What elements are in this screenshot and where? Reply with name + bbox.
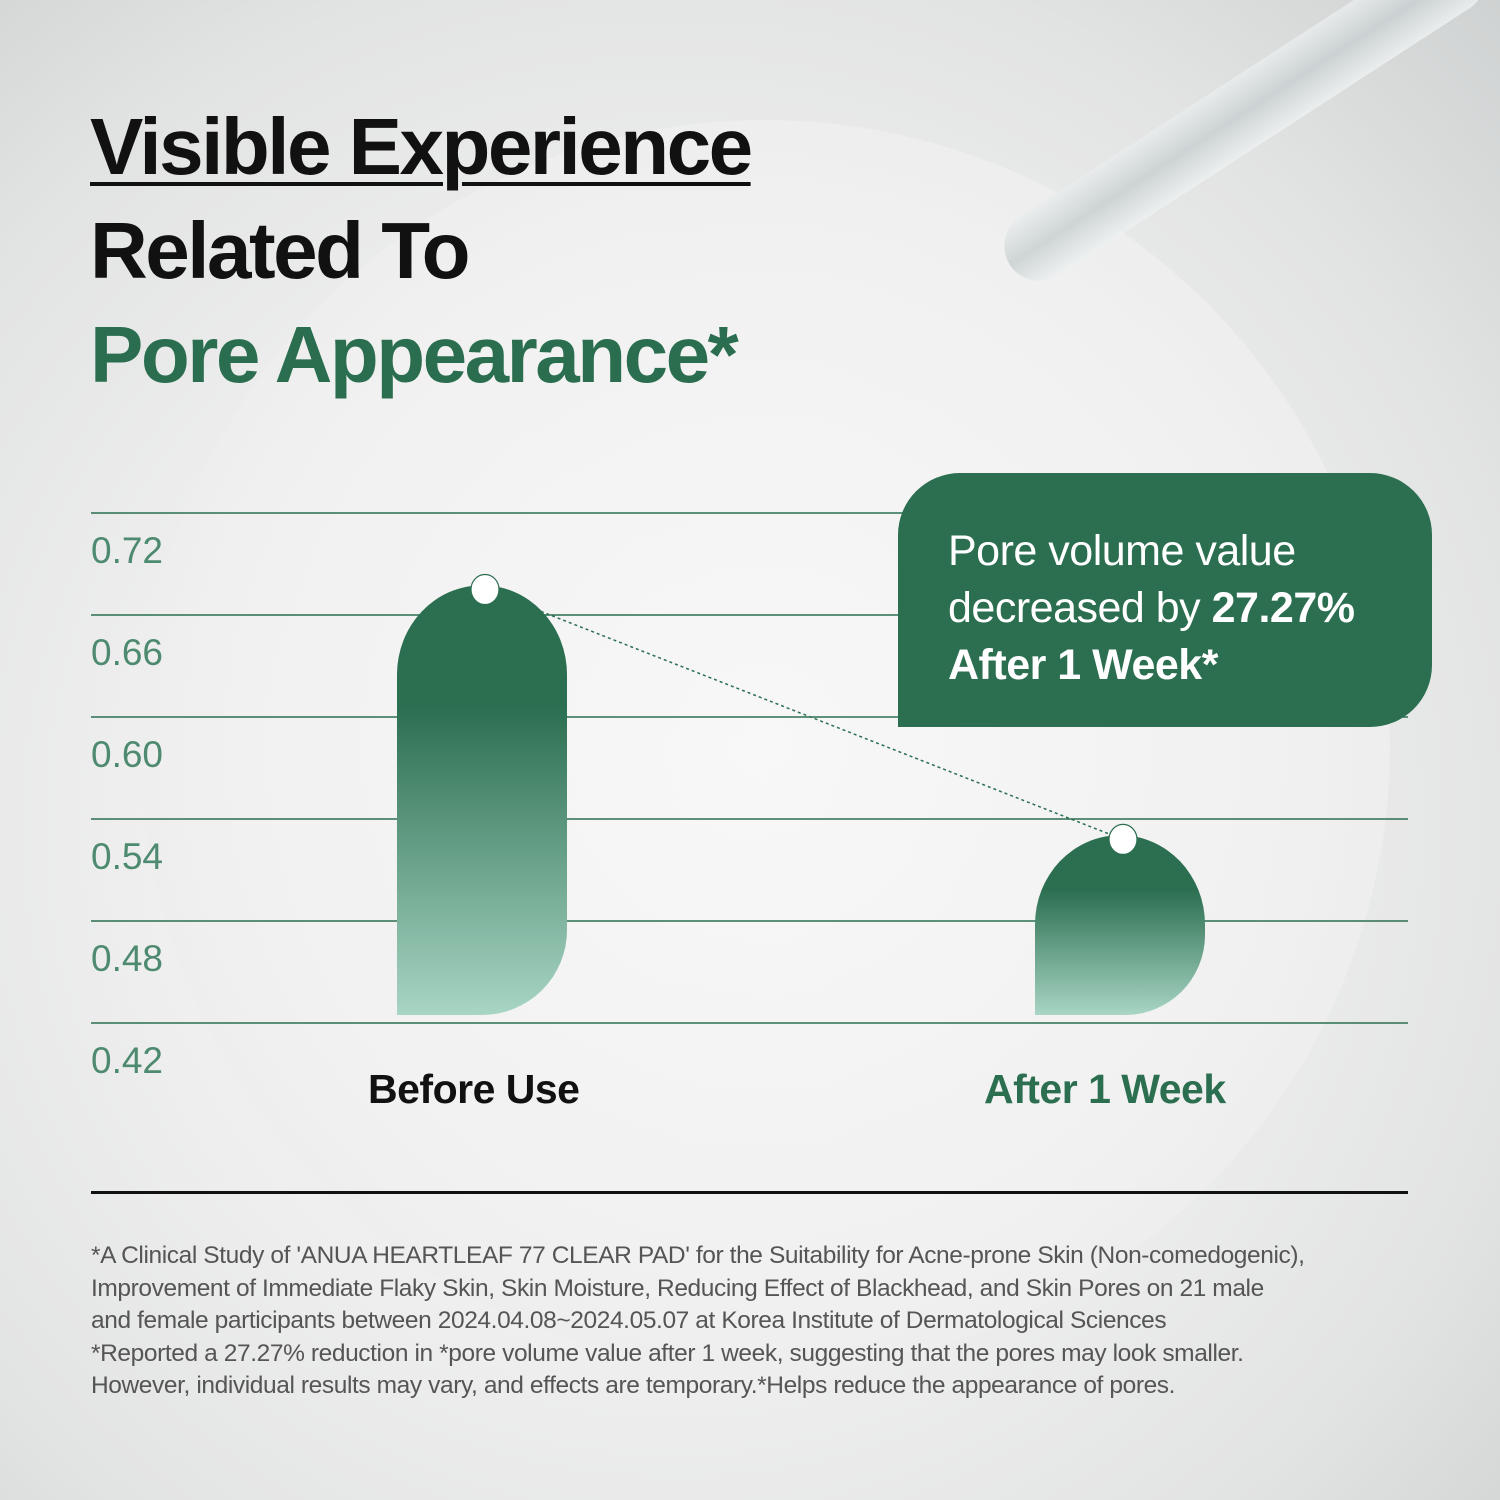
callout-prefix: decreased by [948, 584, 1212, 632]
data-point-marker [1108, 823, 1138, 856]
bar-after-1-week [1035, 835, 1205, 1015]
title-line-3: Pore Appearance* [90, 310, 739, 399]
divider [91, 1191, 1408, 1194]
bar-before-use [397, 585, 567, 1015]
x-label-before: Before Use [368, 1066, 580, 1112]
footnote-line: Improvement of Immediate Flaky Skin, Ski… [91, 1274, 1264, 1302]
y-tick-label: 0.48 [91, 938, 163, 979]
y-tick-label: 0.60 [91, 734, 163, 775]
callout-line-3: After 1 Week* [948, 637, 1432, 694]
x-label-after: After 1 Week [984, 1066, 1226, 1112]
cotton-pad-background [140, 120, 1390, 1370]
callout-line-2: decreased by 27.27% [948, 580, 1432, 637]
callout-line-1: Pore volume value [948, 527, 1296, 575]
title-line-2: Related To [90, 206, 471, 295]
footnotes: *A Clinical Study of 'ANUA HEARTLEAF 77 … [91, 1240, 1471, 1403]
page-title: Visible Experience Related To Pore Appea… [90, 95, 753, 407]
callout-percent: 27.27% [1211, 584, 1355, 632]
footnote-line: *A Clinical Study of 'ANUA HEARTLEAF 77 … [91, 1242, 1305, 1269]
footnote-line: However, individual results may vary, an… [91, 1372, 1176, 1399]
footnote-line: and female participants between 2024.04.… [91, 1307, 1167, 1334]
y-tick-label: 0.54 [91, 836, 163, 877]
footnote-line: *Reported a 27.27% reduction in *pore vo… [91, 1339, 1244, 1367]
y-tick-label: 0.66 [91, 632, 163, 673]
data-point-marker [470, 573, 500, 606]
y-tick-label: 0.72 [91, 530, 163, 571]
title-line-1: Visible Experience [90, 102, 753, 191]
trend-line [484, 588, 1124, 841]
y-tick-label: 0.42 [91, 1040, 163, 1081]
callout-week: After 1 Week* [948, 641, 1218, 689]
callout-box: Pore volume value decreased by 27.27% Af… [898, 473, 1432, 727]
